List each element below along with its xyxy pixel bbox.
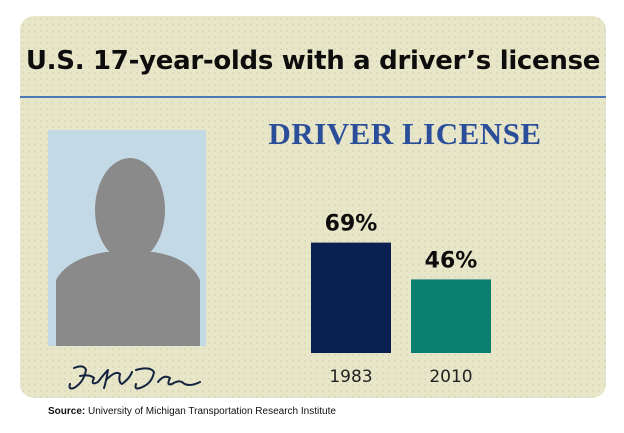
- value-label-2010: 46%: [425, 248, 478, 273]
- card-heading: DRIVER LICENSE: [268, 116, 542, 151]
- chart-title: U.S. 17-year-olds with a driver’s licens…: [25, 46, 601, 76]
- signature-image: [68, 365, 201, 390]
- bar-2010: [411, 279, 491, 353]
- source-text: University of Michigan Transportation Re…: [88, 406, 336, 417]
- source-note: Source: University of Michigan Transport…: [48, 406, 336, 417]
- category-label-2010: 2010: [429, 367, 472, 387]
- license-card: U.S. 17-year-olds with a driver’s licens…: [20, 16, 606, 398]
- divider-rule: [20, 96, 606, 98]
- value-label-1983: 69%: [325, 212, 378, 237]
- category-label-1983: 1983: [329, 367, 372, 387]
- id-photo: [48, 130, 206, 346]
- person-silhouette-icon: [56, 158, 200, 346]
- bar-1983: [311, 242, 391, 353]
- source-label: Source:: [48, 406, 86, 417]
